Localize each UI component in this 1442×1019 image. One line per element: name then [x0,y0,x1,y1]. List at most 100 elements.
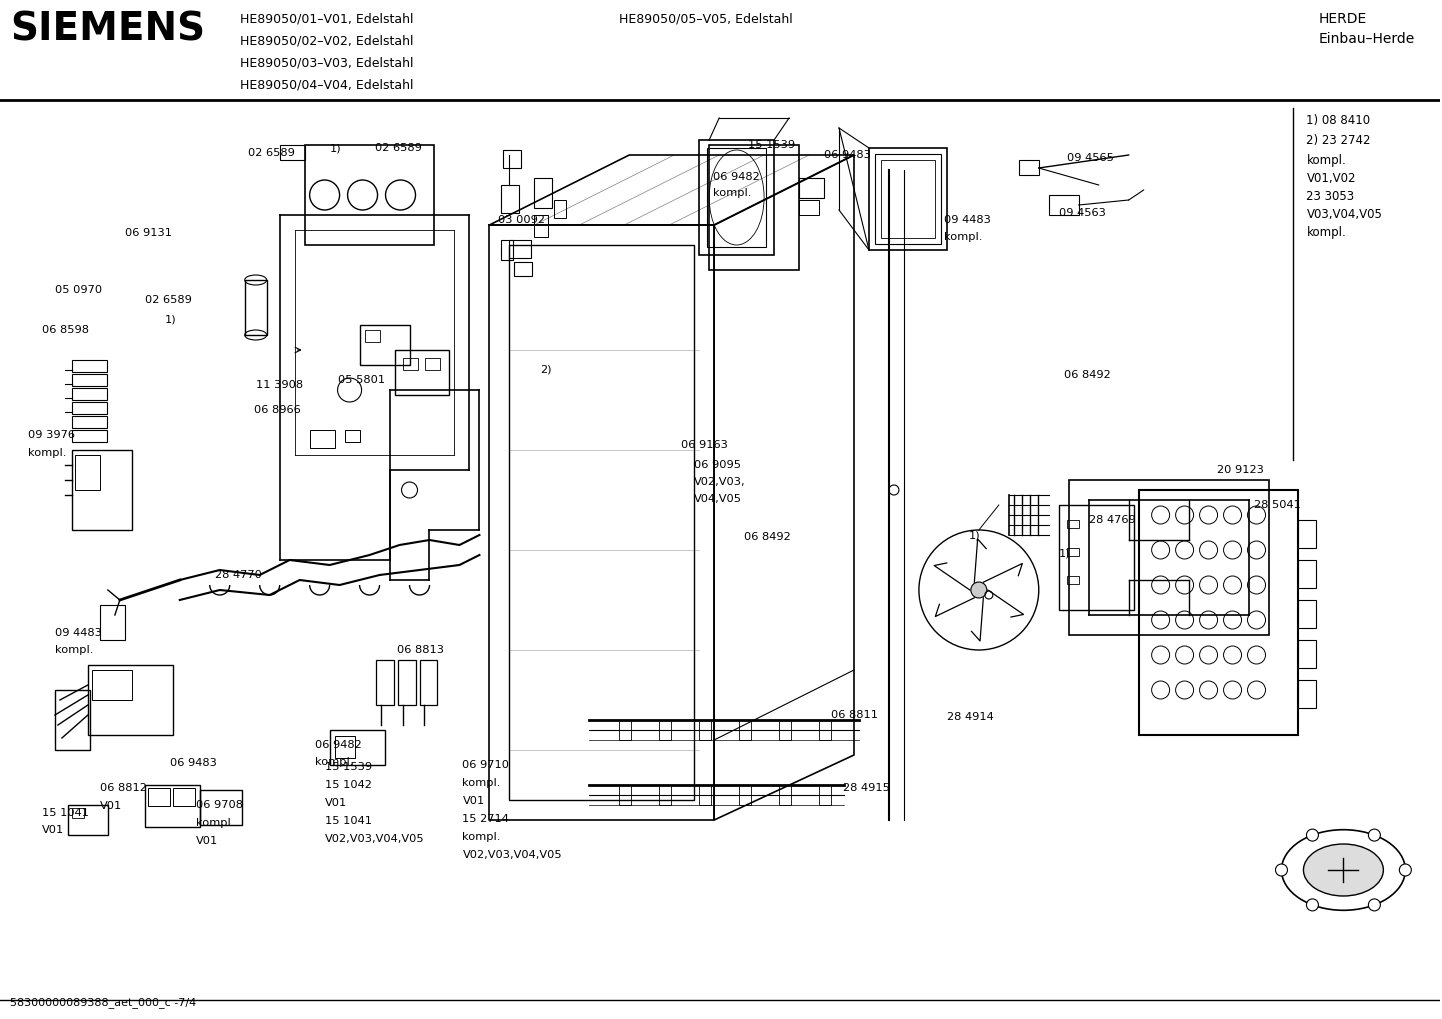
Text: kompl.: kompl. [55,645,94,655]
Text: 09 4483: 09 4483 [945,215,991,225]
Bar [1139,490,1298,735]
Bar [699,785,711,805]
Bar [72,450,131,530]
Bar [75,455,99,490]
Bar [335,736,355,758]
Bar [1067,576,1079,584]
Text: 28 4770: 28 4770 [215,570,261,580]
Bar [68,805,108,835]
Circle shape [1368,899,1380,911]
Text: kompl.: kompl. [196,818,234,828]
Text: 06 8811: 06 8811 [831,710,878,720]
Text: 09 4565: 09 4565 [1067,153,1113,163]
Bar [535,215,548,237]
Text: HE89050/03–V03, Edelstahl: HE89050/03–V03, Edelstahl [239,56,414,69]
Bar [709,145,799,270]
Bar [345,430,359,442]
Bar [875,154,940,244]
Text: Einbau–Herde: Einbau–Herde [1318,32,1415,46]
Bar [515,262,532,276]
Bar [699,720,711,740]
Text: 06 9482: 06 9482 [714,172,760,182]
Text: HE89050/01–V01, Edelstahl: HE89050/01–V01, Edelstahl [239,12,414,25]
Bar [554,200,567,218]
Text: V02,V03,V04,V05: V02,V03,V04,V05 [463,850,562,860]
Bar [72,360,107,372]
Text: 28 4769: 28 4769 [1089,515,1135,525]
Bar [72,374,107,386]
Text: kompl.: kompl. [714,187,751,198]
Bar [740,785,751,805]
Bar [502,185,519,213]
Text: SIEMENS: SIEMENS [10,10,205,48]
Text: 20 9123: 20 9123 [1217,465,1263,475]
Bar [72,808,84,818]
Text: kompl.: kompl. [945,232,982,242]
Text: V01: V01 [99,801,123,811]
Bar [659,720,671,740]
Text: V04,V05: V04,V05 [694,494,743,504]
Bar [72,416,107,428]
Bar [740,720,751,740]
Bar [1298,640,1317,668]
Text: 15 1041: 15 1041 [324,816,372,826]
Text: 03 0092: 03 0092 [499,215,545,225]
Bar [72,430,107,442]
Bar [310,430,335,448]
Text: HERDE: HERDE [1318,12,1367,26]
Text: 15 2714: 15 2714 [463,814,509,824]
Bar [420,660,437,705]
Bar [395,350,450,395]
Text: 1): 1) [330,143,342,153]
Bar [375,660,394,705]
Bar [304,145,434,245]
Text: V02,V03,V04,V05: V02,V03,V04,V05 [324,834,424,844]
Text: 15 1041: 15 1041 [42,808,89,818]
Text: 06 8492: 06 8492 [1064,370,1110,380]
Text: 28 5041: 28 5041 [1253,500,1301,510]
Bar [509,245,694,800]
Text: V01,V02: V01,V02 [1306,172,1355,185]
Text: HE89050/02–V02, Edelstahl: HE89050/02–V02, Edelstahl [239,34,414,47]
Bar [425,358,440,370]
Bar [779,785,792,805]
Text: 15 1539: 15 1539 [748,140,795,150]
Bar [1019,160,1038,175]
Bar [1069,480,1269,635]
Ellipse shape [1304,844,1383,896]
Text: V01: V01 [463,796,485,806]
Circle shape [1276,864,1288,876]
Text: 06 8813: 06 8813 [397,645,444,655]
Bar [779,720,792,740]
Text: 06 9131: 06 9131 [125,228,172,238]
Text: 02 6589: 02 6589 [375,143,421,153]
Text: 02 6589: 02 6589 [144,294,192,305]
Text: 06 9710: 06 9710 [463,760,509,770]
Text: 06 9708: 06 9708 [196,800,242,810]
Text: 06 9163: 06 9163 [681,440,728,450]
Bar [799,178,823,198]
Bar [200,790,242,825]
Bar [707,148,766,247]
Bar [1298,560,1317,588]
Bar [1139,490,1298,735]
Circle shape [1306,829,1318,841]
Text: kompl.: kompl. [1306,154,1347,167]
Bar [359,325,410,365]
Text: 06 8492: 06 8492 [744,532,790,542]
Bar [149,788,170,806]
Text: 05 5801: 05 5801 [337,375,385,385]
Text: 11 3908: 11 3908 [255,380,303,390]
Text: V03,V04,V05: V03,V04,V05 [1306,208,1383,221]
Bar [365,330,379,342]
Circle shape [1399,864,1412,876]
Text: 15 1042: 15 1042 [324,780,372,790]
Text: V02,V03,: V02,V03, [694,477,746,487]
Text: 1): 1) [164,315,176,325]
Text: 06 9483: 06 9483 [823,150,871,160]
Text: 15 1539: 15 1539 [324,762,372,772]
Bar [535,178,552,208]
Bar [619,720,632,740]
Text: V01: V01 [324,798,348,808]
Text: 2): 2) [541,365,552,375]
